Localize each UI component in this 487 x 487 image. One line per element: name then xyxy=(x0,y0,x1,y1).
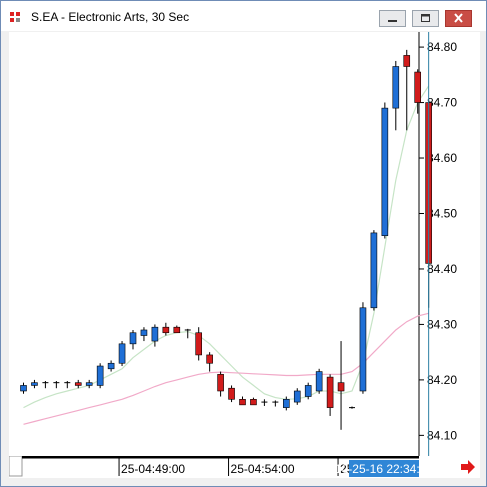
candle xyxy=(239,396,246,406)
price-tick-label: 84.20 xyxy=(427,373,457,387)
candle xyxy=(349,406,355,409)
candle xyxy=(250,397,257,406)
candle xyxy=(85,379,93,389)
candle xyxy=(96,363,104,389)
price-tick-label: 84.60 xyxy=(427,151,457,165)
candle xyxy=(414,69,422,114)
candle xyxy=(129,329,137,350)
candle xyxy=(107,360,115,372)
candle xyxy=(74,379,82,389)
candle xyxy=(184,328,191,339)
candle xyxy=(261,399,268,406)
candle xyxy=(195,327,202,361)
candle xyxy=(206,352,213,372)
minimize-button[interactable] xyxy=(379,10,406,27)
candle xyxy=(282,396,290,411)
candle xyxy=(304,382,312,400)
candle xyxy=(173,325,181,334)
candle xyxy=(272,400,279,407)
candle xyxy=(359,302,367,394)
maximize-icon xyxy=(421,14,430,22)
candle xyxy=(217,371,224,397)
candle xyxy=(53,381,60,389)
title-bar[interactable]: S.EA - Electronic Arts, 30 Sec xyxy=(1,1,486,31)
close-button[interactable] xyxy=(445,10,472,27)
candle xyxy=(64,381,71,389)
candle xyxy=(140,327,148,342)
cursor-timestamp: 10-25-16 22:34:00 xyxy=(335,462,433,476)
price-tick-label: 84.40 xyxy=(427,262,457,276)
candle xyxy=(162,322,170,336)
price-tick-label: 84.70 xyxy=(427,96,457,110)
chart-area[interactable]: 84.10 84.20 84.30 84.40 84.50 84.60 84.70 84.80 xyxy=(9,32,480,456)
candle xyxy=(42,381,49,389)
red-right-arrow-icon[interactable] xyxy=(461,460,475,474)
candle xyxy=(381,102,389,239)
price-tick-label: 84.30 xyxy=(427,317,457,331)
candle xyxy=(337,341,345,430)
candle xyxy=(118,341,126,367)
candle xyxy=(315,368,323,394)
candle xyxy=(151,324,159,347)
window-title: S.EA - Electronic Arts, 30 Sec xyxy=(31,10,190,24)
candle xyxy=(293,388,301,405)
app-icon xyxy=(10,12,20,22)
candle xyxy=(403,49,411,131)
time-tick-label: 25-04:54:00 xyxy=(231,462,295,476)
maximize-button[interactable] xyxy=(412,10,439,27)
candle xyxy=(31,379,38,389)
close-icon xyxy=(454,13,463,23)
price-tick-label: 84.50 xyxy=(427,206,457,220)
candle xyxy=(326,374,334,416)
price-axis: 84.10 84.20 84.30 84.40 84.50 84.60 84.70 84.80 xyxy=(419,40,457,442)
price-tick-label: 84.10 xyxy=(427,428,457,442)
cursor-timestamp-badge xyxy=(349,460,419,477)
price-tick-label: 84.80 xyxy=(427,40,457,54)
candle xyxy=(20,382,27,394)
candle xyxy=(392,60,400,131)
minimize-icon xyxy=(388,20,397,22)
candle xyxy=(370,230,378,311)
time-tick-label: 25-04:49:00 xyxy=(121,462,185,476)
time-axis-left-box[interactable] xyxy=(9,456,23,477)
candle xyxy=(228,385,235,403)
